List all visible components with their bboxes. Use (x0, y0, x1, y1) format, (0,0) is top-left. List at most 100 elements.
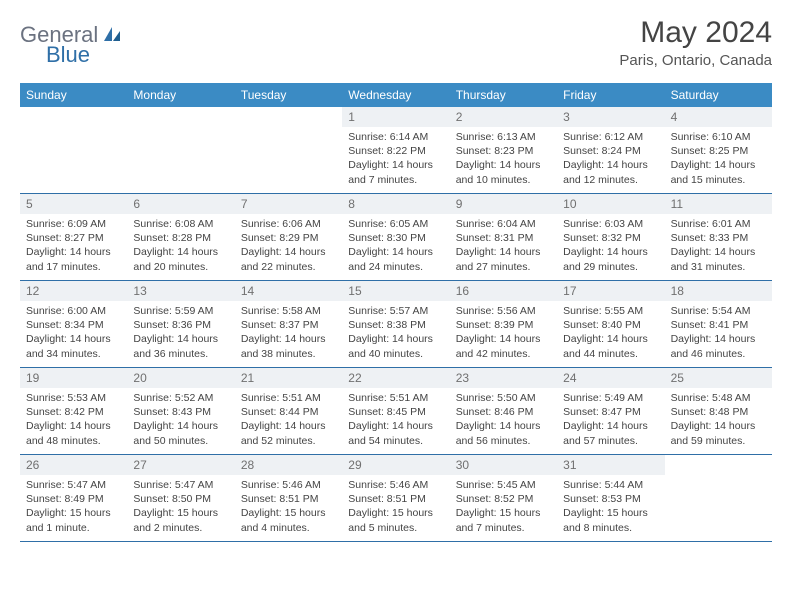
day-number: 23 (450, 368, 557, 388)
calendar-day: 12Sunrise: 6:00 AMSunset: 8:34 PMDayligh… (20, 281, 127, 367)
day-number: 1 (342, 107, 449, 127)
calendar-body: 1Sunrise: 6:14 AMSunset: 8:22 PMDaylight… (20, 107, 772, 542)
calendar-day: 6Sunrise: 6:08 AMSunset: 8:28 PMDaylight… (127, 194, 234, 280)
calendar-day: 27Sunrise: 5:47 AMSunset: 8:50 PMDayligh… (127, 455, 234, 541)
calendar-day: 9Sunrise: 6:04 AMSunset: 8:31 PMDaylight… (450, 194, 557, 280)
day-number: 28 (235, 455, 342, 475)
day-number: 20 (127, 368, 234, 388)
weekday-label: Sunday (20, 83, 127, 107)
weekday-label: Saturday (665, 83, 772, 107)
weekday-label: Friday (557, 83, 664, 107)
calendar-week: 5Sunrise: 6:09 AMSunset: 8:27 PMDaylight… (20, 194, 772, 281)
weekday-label: Wednesday (342, 83, 449, 107)
calendar-day: 14Sunrise: 5:58 AMSunset: 8:37 PMDayligh… (235, 281, 342, 367)
day-number: 18 (665, 281, 772, 301)
calendar-day: 11Sunrise: 6:01 AMSunset: 8:33 PMDayligh… (665, 194, 772, 280)
day-number: 9 (450, 194, 557, 214)
day-details: Sunrise: 5:48 AMSunset: 8:48 PMDaylight:… (665, 388, 772, 454)
day-details: Sunrise: 6:03 AMSunset: 8:32 PMDaylight:… (557, 214, 664, 280)
day-number: 12 (20, 281, 127, 301)
day-details: Sunrise: 6:13 AMSunset: 8:23 PMDaylight:… (450, 127, 557, 193)
calendar-week: 26Sunrise: 5:47 AMSunset: 8:49 PMDayligh… (20, 455, 772, 542)
day-details: Sunrise: 6:05 AMSunset: 8:30 PMDaylight:… (342, 214, 449, 280)
day-number: 5 (20, 194, 127, 214)
day-details: Sunrise: 6:09 AMSunset: 8:27 PMDaylight:… (20, 214, 127, 280)
calendar-day: 15Sunrise: 5:57 AMSunset: 8:38 PMDayligh… (342, 281, 449, 367)
day-details: Sunrise: 5:56 AMSunset: 8:39 PMDaylight:… (450, 301, 557, 367)
calendar-day: 7Sunrise: 6:06 AMSunset: 8:29 PMDaylight… (235, 194, 342, 280)
calendar-week: 12Sunrise: 6:00 AMSunset: 8:34 PMDayligh… (20, 281, 772, 368)
day-details: Sunrise: 5:57 AMSunset: 8:38 PMDaylight:… (342, 301, 449, 367)
calendar-day: 2Sunrise: 6:13 AMSunset: 8:23 PMDaylight… (450, 107, 557, 193)
calendar-day: 1Sunrise: 6:14 AMSunset: 8:22 PMDaylight… (342, 107, 449, 193)
day-details: Sunrise: 5:55 AMSunset: 8:40 PMDaylight:… (557, 301, 664, 367)
day-details: Sunrise: 5:46 AMSunset: 8:51 PMDaylight:… (235, 475, 342, 541)
calendar-day: 3Sunrise: 6:12 AMSunset: 8:24 PMDaylight… (557, 107, 664, 193)
calendar: SundayMondayTuesdayWednesdayThursdayFrid… (20, 83, 772, 542)
calendar-day: 16Sunrise: 5:56 AMSunset: 8:39 PMDayligh… (450, 281, 557, 367)
day-number: 7 (235, 194, 342, 214)
calendar-day: 28Sunrise: 5:46 AMSunset: 8:51 PMDayligh… (235, 455, 342, 541)
calendar-day: 21Sunrise: 5:51 AMSunset: 8:44 PMDayligh… (235, 368, 342, 454)
calendar-day: 17Sunrise: 5:55 AMSunset: 8:40 PMDayligh… (557, 281, 664, 367)
location: Paris, Ontario, Canada (619, 52, 772, 69)
day-details: Sunrise: 5:54 AMSunset: 8:41 PMDaylight:… (665, 301, 772, 367)
day-number: 13 (127, 281, 234, 301)
calendar-day: 5Sunrise: 6:09 AMSunset: 8:27 PMDaylight… (20, 194, 127, 280)
day-details: Sunrise: 6:08 AMSunset: 8:28 PMDaylight:… (127, 214, 234, 280)
day-number: 14 (235, 281, 342, 301)
day-number: 6 (127, 194, 234, 214)
day-details: Sunrise: 5:52 AMSunset: 8:43 PMDaylight:… (127, 388, 234, 454)
calendar-day: 4Sunrise: 6:10 AMSunset: 8:25 PMDaylight… (665, 107, 772, 193)
day-number: 4 (665, 107, 772, 127)
day-number: 29 (342, 455, 449, 475)
calendar-day (235, 107, 342, 193)
day-details: Sunrise: 6:06 AMSunset: 8:29 PMDaylight:… (235, 214, 342, 280)
day-number: 26 (20, 455, 127, 475)
day-details: Sunrise: 5:51 AMSunset: 8:44 PMDaylight:… (235, 388, 342, 454)
calendar-day (665, 455, 772, 541)
day-details: Sunrise: 5:50 AMSunset: 8:46 PMDaylight:… (450, 388, 557, 454)
calendar-day: 30Sunrise: 5:45 AMSunset: 8:52 PMDayligh… (450, 455, 557, 541)
calendar-week: 19Sunrise: 5:53 AMSunset: 8:42 PMDayligh… (20, 368, 772, 455)
day-details: Sunrise: 5:46 AMSunset: 8:51 PMDaylight:… (342, 475, 449, 541)
logo-blue-row: Blue (20, 36, 90, 68)
day-number: 10 (557, 194, 664, 214)
calendar-day (127, 107, 234, 193)
calendar-day: 29Sunrise: 5:46 AMSunset: 8:51 PMDayligh… (342, 455, 449, 541)
calendar-day: 20Sunrise: 5:52 AMSunset: 8:43 PMDayligh… (127, 368, 234, 454)
calendar-day: 24Sunrise: 5:49 AMSunset: 8:47 PMDayligh… (557, 368, 664, 454)
day-details: Sunrise: 5:47 AMSunset: 8:49 PMDaylight:… (20, 475, 127, 541)
title-block: May 2024 Paris, Ontario, Canada (619, 16, 772, 69)
day-details: Sunrise: 6:01 AMSunset: 8:33 PMDaylight:… (665, 214, 772, 280)
calendar-week: 1Sunrise: 6:14 AMSunset: 8:22 PMDaylight… (20, 107, 772, 194)
day-number: 2 (450, 107, 557, 127)
day-details: Sunrise: 6:12 AMSunset: 8:24 PMDaylight:… (557, 127, 664, 193)
calendar-day: 8Sunrise: 6:05 AMSunset: 8:30 PMDaylight… (342, 194, 449, 280)
calendar-day (20, 107, 127, 193)
calendar-day: 18Sunrise: 5:54 AMSunset: 8:41 PMDayligh… (665, 281, 772, 367)
month-title: May 2024 (619, 16, 772, 50)
day-number: 11 (665, 194, 772, 214)
day-details: Sunrise: 5:47 AMSunset: 8:50 PMDaylight:… (127, 475, 234, 541)
day-number: 8 (342, 194, 449, 214)
weekday-header: SundayMondayTuesdayWednesdayThursdayFrid… (20, 83, 772, 107)
calendar-day: 25Sunrise: 5:48 AMSunset: 8:48 PMDayligh… (665, 368, 772, 454)
day-details: Sunrise: 6:00 AMSunset: 8:34 PMDaylight:… (20, 301, 127, 367)
day-details: Sunrise: 5:59 AMSunset: 8:36 PMDaylight:… (127, 301, 234, 367)
calendar-day: 19Sunrise: 5:53 AMSunset: 8:42 PMDayligh… (20, 368, 127, 454)
day-number: 24 (557, 368, 664, 388)
day-details: Sunrise: 5:45 AMSunset: 8:52 PMDaylight:… (450, 475, 557, 541)
day-number: 15 (342, 281, 449, 301)
day-number: 17 (557, 281, 664, 301)
calendar-day: 26Sunrise: 5:47 AMSunset: 8:49 PMDayligh… (20, 455, 127, 541)
calendar-day: 10Sunrise: 6:03 AMSunset: 8:32 PMDayligh… (557, 194, 664, 280)
weekday-label: Tuesday (235, 83, 342, 107)
day-details: Sunrise: 5:53 AMSunset: 8:42 PMDaylight:… (20, 388, 127, 454)
calendar-day: 31Sunrise: 5:44 AMSunset: 8:53 PMDayligh… (557, 455, 664, 541)
calendar-day: 13Sunrise: 5:59 AMSunset: 8:36 PMDayligh… (127, 281, 234, 367)
day-number: 30 (450, 455, 557, 475)
day-details: Sunrise: 5:44 AMSunset: 8:53 PMDaylight:… (557, 475, 664, 541)
weekday-label: Thursday (450, 83, 557, 107)
day-number: 31 (557, 455, 664, 475)
